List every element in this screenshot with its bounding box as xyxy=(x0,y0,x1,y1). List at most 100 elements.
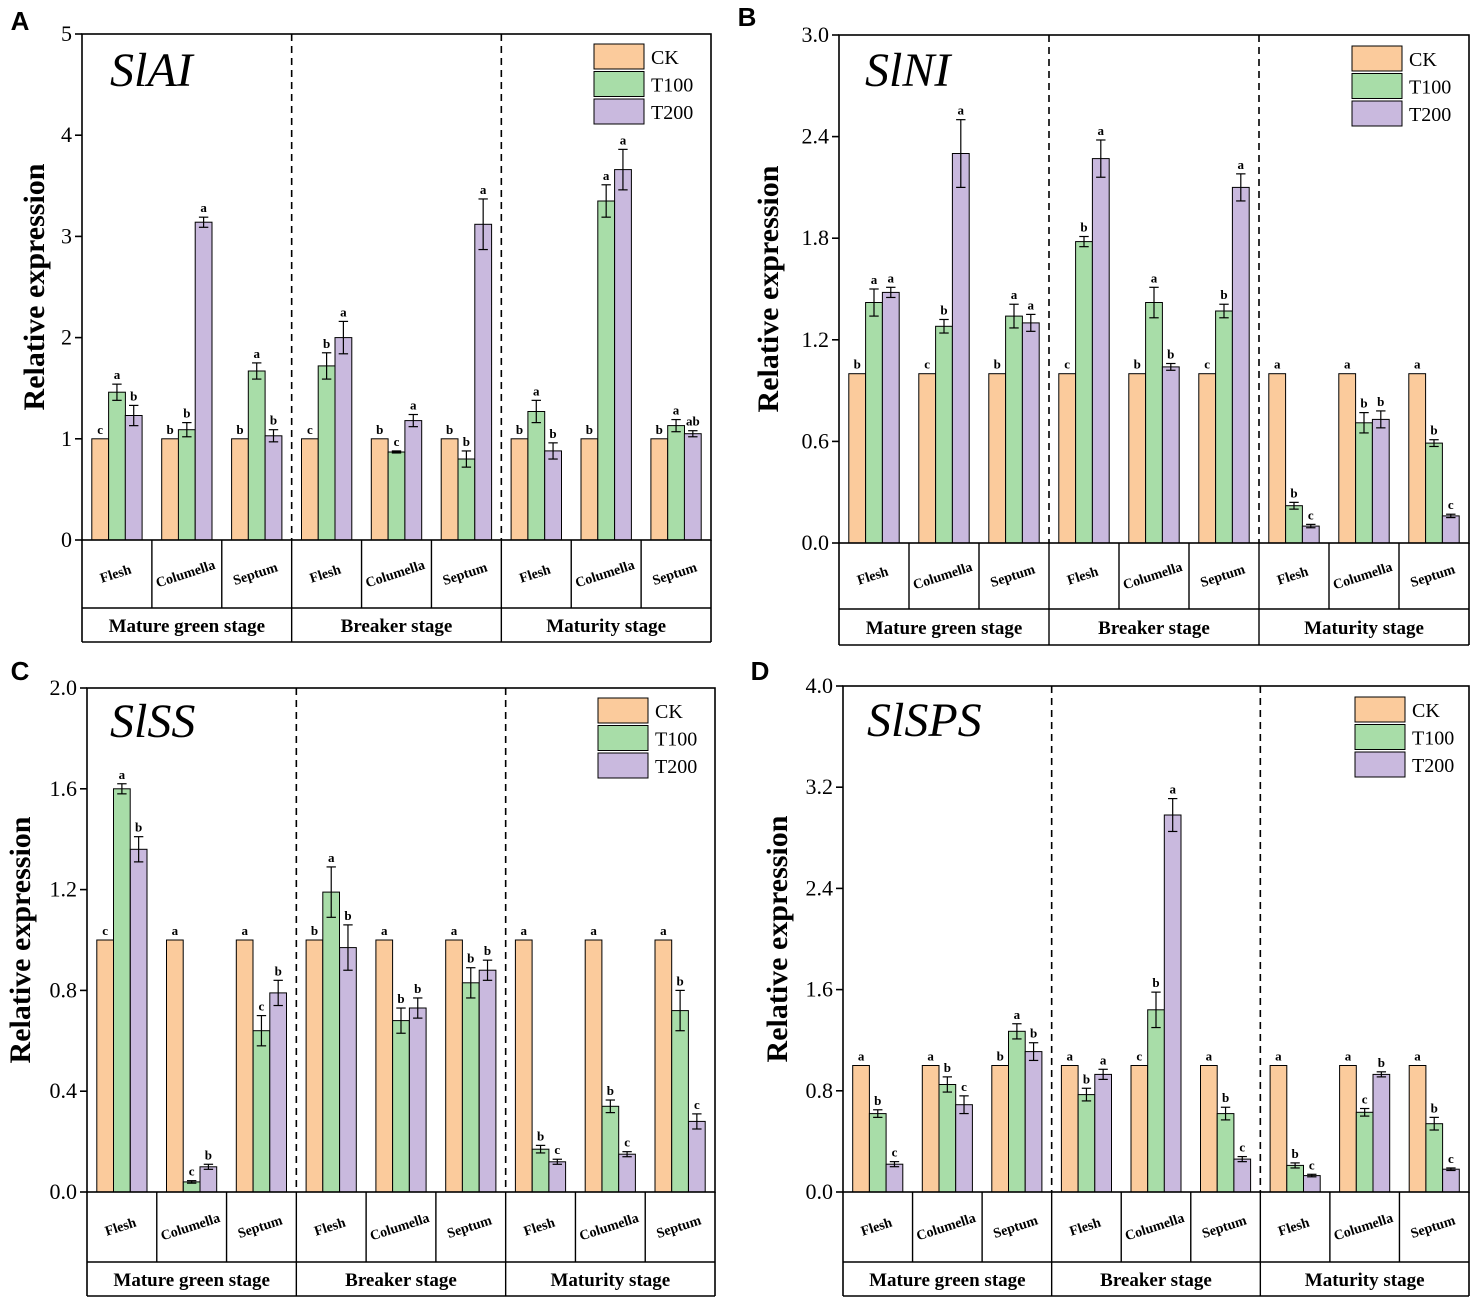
bar-ck xyxy=(370,438,389,541)
bar-t100 xyxy=(1216,1113,1235,1193)
tissue-label: Columella xyxy=(574,558,637,591)
bar-t100 xyxy=(1145,302,1163,544)
legend-label-t100: T100 xyxy=(655,729,697,751)
significance-letter: c xyxy=(1136,1049,1142,1064)
plot-frame xyxy=(842,685,1470,1193)
bar-ck xyxy=(1408,1065,1427,1193)
significance-letter: c xyxy=(1448,497,1454,512)
legend-swatch-t100 xyxy=(1351,73,1403,99)
significance-letter: a xyxy=(871,272,878,287)
significance-letter: a xyxy=(888,270,895,285)
bar-ck xyxy=(1339,1065,1357,1193)
significance-letter: a xyxy=(620,132,627,147)
tissue-label: Septum xyxy=(1200,1213,1249,1242)
bar-t200 xyxy=(474,223,493,541)
stage-label: Mature green stage xyxy=(869,1270,1026,1291)
significance-letter: b xyxy=(463,434,470,449)
bar-ck xyxy=(96,939,115,1193)
bar-t200 xyxy=(683,433,702,541)
legend-label-t100: T100 xyxy=(1412,728,1454,750)
bar-ck xyxy=(1338,373,1357,544)
significance-letter: a xyxy=(1098,123,1105,138)
bar-t100 xyxy=(1285,505,1303,544)
significance-letter: a xyxy=(1206,1049,1213,1064)
significance-letter: c xyxy=(1308,507,1314,522)
bar-ck xyxy=(918,373,937,544)
tissue-label: Columella xyxy=(1332,1211,1395,1244)
y-tick-label: 2.4 xyxy=(802,124,830,149)
bar-t200 xyxy=(1233,1158,1252,1193)
category-table: Flesh Columella Septum Flesh Columella Septum… xyxy=(81,540,712,643)
y-tick-label: 0.0 xyxy=(806,1179,834,1204)
y-tick-label: 3 xyxy=(61,223,72,248)
bar-t200 xyxy=(1303,1175,1321,1193)
legend-label-t200: T200 xyxy=(1409,104,1451,126)
significance-letter: a xyxy=(1414,357,1421,372)
significance-letter: c xyxy=(259,999,265,1014)
y-axis-label: Relative expression xyxy=(752,165,785,412)
legend-label-t100: T100 xyxy=(651,75,693,97)
bar-t100 xyxy=(1355,1111,1374,1193)
bar-t200 xyxy=(269,992,287,1193)
bar-t200 xyxy=(199,1166,218,1193)
significance-letter: b xyxy=(270,413,277,428)
significance-letter: a xyxy=(533,383,540,398)
bar-ck xyxy=(1200,1065,1218,1193)
significance-letter: a xyxy=(253,346,260,361)
significance-letter: c xyxy=(97,422,103,437)
stage-label: Maturity stage xyxy=(550,1270,670,1291)
y-tick-label: 1 xyxy=(61,426,72,451)
significance-letter: a xyxy=(1274,357,1281,372)
legend-swatch-t200 xyxy=(597,752,649,779)
bar-ck xyxy=(91,438,110,541)
bar-t200 xyxy=(1441,515,1460,544)
significance-letter: c xyxy=(1064,357,1070,372)
bar-t100 xyxy=(1005,315,1023,544)
tissue-label: Septum xyxy=(231,560,280,589)
bar-ck xyxy=(1058,373,1077,544)
significance-letter: a xyxy=(451,923,458,938)
bar-t200 xyxy=(614,169,632,541)
plot-frame xyxy=(81,33,712,541)
significance-letter: b xyxy=(275,963,282,978)
tissue-label: Septum xyxy=(651,560,700,589)
bar-t200 xyxy=(1372,1073,1391,1193)
plot-frame xyxy=(838,34,1470,544)
significance-letter: b xyxy=(940,302,947,317)
y-tick-label: 4 xyxy=(61,122,72,147)
bar-t100 xyxy=(935,325,953,544)
significance-letter: b xyxy=(1167,347,1174,362)
bar-t200 xyxy=(1163,814,1182,1193)
significance-letter: c xyxy=(554,1142,560,1157)
bar-ck xyxy=(161,438,179,541)
significance-letter: b xyxy=(397,991,404,1006)
tissue-label: Flesh xyxy=(1277,1216,1312,1240)
significance-letter: b xyxy=(1152,975,1159,990)
bar-ck xyxy=(440,438,459,541)
legend-swatch-t100 xyxy=(593,71,645,97)
y-tick-label: 0.8 xyxy=(50,977,78,1002)
bar-ck xyxy=(848,373,867,544)
significance-letter: b xyxy=(484,943,491,958)
tissue-label: Columella xyxy=(915,1211,978,1244)
significance-letter: b xyxy=(1291,1146,1298,1161)
significance-letter: a xyxy=(1028,297,1035,312)
significance-letter: b xyxy=(854,357,861,372)
bar-t200 xyxy=(1094,1073,1113,1193)
significance-letter: b xyxy=(323,336,330,351)
legend-swatch-t100 xyxy=(597,725,649,751)
bar-t100 xyxy=(387,451,406,541)
bar-t200 xyxy=(408,1007,427,1193)
bar-t200 xyxy=(194,221,213,541)
tissue-label: Septum xyxy=(1409,562,1458,591)
y-axis-label: Relative expression xyxy=(761,815,794,1062)
significance-letter: c xyxy=(924,357,930,372)
bar-t200 xyxy=(404,420,423,541)
bar-ck xyxy=(852,1065,870,1193)
significance-letter: b xyxy=(537,1128,544,1143)
category-table: Flesh Columella Septum Flesh Columella Septum… xyxy=(842,1192,1470,1297)
significance-letter: a xyxy=(1169,782,1176,797)
significance-letter: ab xyxy=(686,414,700,429)
bar-t100 xyxy=(1425,1123,1444,1193)
